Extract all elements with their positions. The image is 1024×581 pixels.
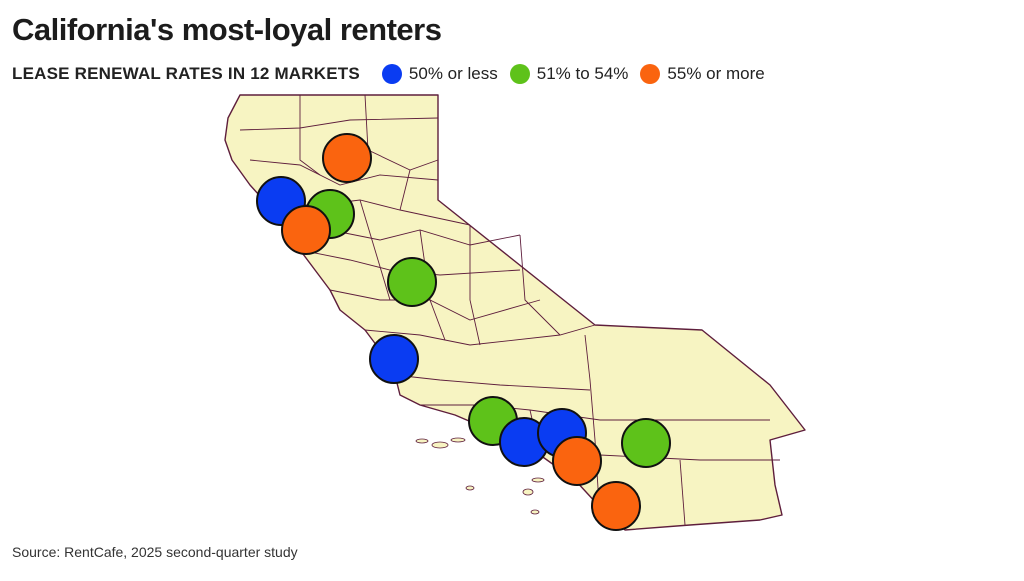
county-border-line [469, 225, 481, 346]
legend-item-mid: 51% to 54% [509, 64, 629, 84]
market-marker [387, 257, 437, 307]
legend-item-high: 55% or more [640, 64, 765, 84]
legend-label-low: 50% or less [408, 64, 498, 83]
county-border-line [359, 199, 391, 301]
market-marker [281, 205, 331, 255]
island [450, 437, 466, 443]
legend-swatch-mid [509, 64, 530, 84]
market-markers [256, 133, 671, 531]
island [431, 441, 449, 449]
county-border-line [584, 334, 601, 521]
county-border-line [399, 169, 411, 211]
island [531, 477, 545, 483]
market-marker [552, 436, 602, 486]
island [522, 488, 534, 496]
county-border-line [419, 229, 446, 341]
market-marker [322, 133, 372, 183]
market-marker [369, 334, 419, 384]
county-border-line [394, 374, 591, 391]
legend-item-low: 50% or less [381, 64, 498, 84]
market-marker [591, 481, 641, 531]
county-border-line [299, 249, 521, 276]
chart-title: California's most-loyal renters [12, 12, 442, 47]
legend-swatch-low [381, 64, 402, 84]
county-border-line [519, 234, 561, 336]
county-border-line [239, 117, 439, 131]
county-border-line [679, 459, 686, 526]
legend: LEASE RENEWAL RATES IN 12 MARKETS 50% or… [12, 62, 777, 86]
market-marker [621, 418, 671, 468]
legend-swatch-high [640, 64, 661, 84]
county-border-line [364, 324, 596, 346]
island [465, 485, 475, 491]
chart-subtitle: LEASE RENEWAL RATES IN 12 MARKETS [12, 64, 360, 83]
county-border-line [364, 94, 439, 171]
county-border-line [249, 159, 439, 186]
legend-label-high: 55% or more [667, 64, 765, 83]
source-note: Source: RentCafe, 2025 second-quarter st… [12, 544, 298, 560]
legend-label-mid: 51% to 54% [536, 64, 629, 83]
island [415, 438, 429, 444]
county-border-line [299, 95, 321, 176]
channel-islands [415, 437, 545, 515]
island [530, 509, 540, 515]
